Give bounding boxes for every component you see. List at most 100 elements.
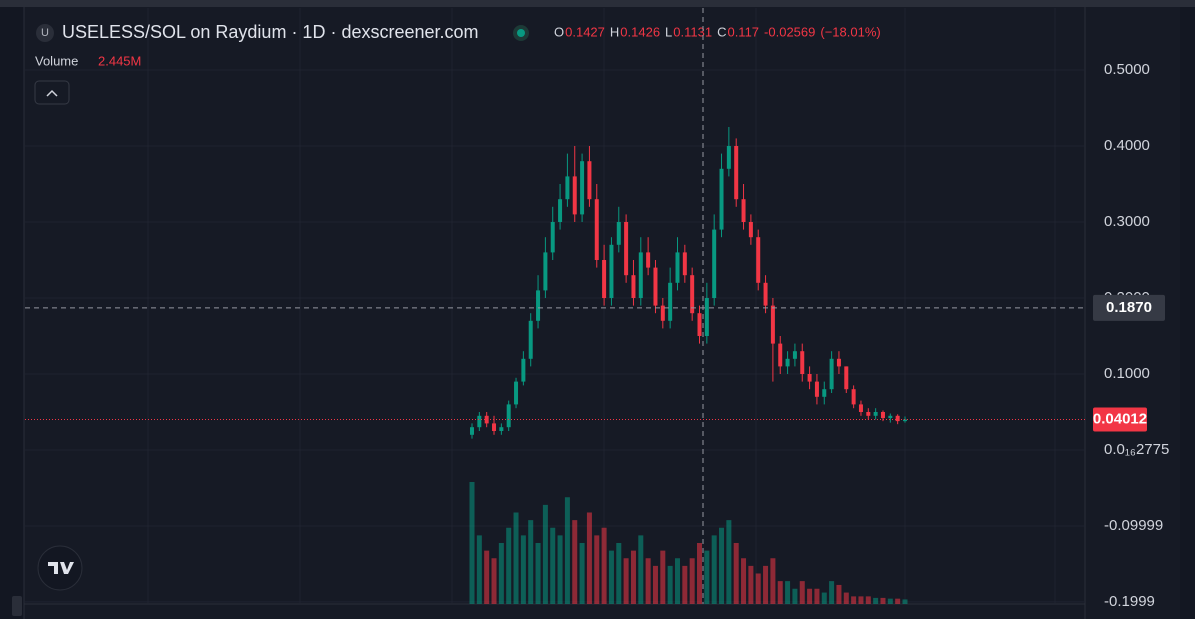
candle-body — [521, 358, 526, 382]
volume-bar — [638, 535, 644, 604]
candle-body — [646, 252, 651, 268]
volume-bar — [528, 520, 534, 604]
collapse-button[interactable] — [34, 80, 70, 105]
candle-body — [888, 415, 893, 419]
candle-body — [580, 161, 585, 215]
volume-bar — [469, 482, 475, 604]
volume-bar — [594, 535, 600, 604]
chart-title: USELESS/SOL on Raydium · 1D · dexscreene… — [62, 22, 479, 42]
candle-body — [565, 176, 570, 200]
volume-bar — [513, 512, 519, 604]
volume-bar — [719, 527, 725, 604]
left-toolbar — [0, 7, 24, 619]
volume-bar — [792, 588, 798, 604]
change-value: -0.02569 — [764, 24, 815, 39]
candle-body — [903, 419, 907, 422]
vertical-grid — [147, 8, 1056, 604]
volume-bar — [542, 504, 548, 604]
volume-bar — [711, 535, 717, 604]
volume-bar — [704, 550, 710, 604]
candle-body — [616, 222, 621, 245]
y-tick-label: -0.09999 — [1104, 517, 1163, 534]
volume-bar — [829, 581, 835, 604]
y-tick-label: -0.1999 — [1104, 593, 1155, 610]
candle-body — [866, 412, 871, 416]
volume-bar — [674, 558, 680, 604]
volume-bar — [476, 535, 482, 604]
volume-bar — [887, 598, 893, 604]
ohlc-key: L — [665, 24, 672, 39]
candle-body — [506, 404, 511, 428]
y-tick-label: 0.0₁₆2775 — [1104, 441, 1169, 458]
volume-bar — [770, 558, 776, 604]
right-edge — [1180, 7, 1195, 619]
volume-bar — [807, 588, 813, 604]
volume-bar — [616, 543, 622, 604]
volume-bar — [785, 581, 791, 604]
volume-bar — [733, 543, 739, 604]
candle-body — [484, 415, 489, 424]
candle-body — [675, 252, 680, 283]
candle-body — [653, 267, 658, 306]
volume-bar — [667, 565, 673, 604]
volume-bar — [660, 550, 666, 604]
candle-body — [704, 298, 709, 336]
candle-body — [741, 199, 746, 222]
volume-bar — [608, 550, 614, 604]
symbol-icon-letter: U — [41, 27, 49, 39]
candle-body — [624, 222, 629, 276]
volume-bar — [630, 550, 636, 604]
candle-body — [807, 374, 812, 382]
candle-body — [594, 199, 599, 260]
side-toggle[interactable] — [12, 596, 22, 616]
candle-body — [477, 415, 482, 428]
volume-bar — [814, 588, 820, 604]
candle-body — [499, 427, 504, 431]
symbol-icon — [36, 24, 54, 42]
y-tick-label: 0.5000 — [1104, 61, 1150, 78]
candle-body — [668, 282, 673, 321]
candle-body — [536, 290, 541, 321]
ohlc-key: O — [554, 24, 564, 39]
volume-bar — [689, 558, 695, 604]
candle-body — [558, 199, 563, 222]
volume-bar — [895, 598, 901, 604]
y-tick-label: 0.3000 — [1104, 213, 1150, 230]
candle-body — [792, 351, 797, 359]
change-percent: (−18.01%) — [820, 24, 880, 39]
candle-body — [660, 305, 665, 321]
candle-body — [800, 351, 805, 374]
volume-bar — [865, 596, 871, 604]
candle-body — [602, 260, 607, 298]
ohlc-value: 0.1427 — [565, 24, 605, 39]
volume-bar — [741, 558, 747, 604]
last-price-label: 0.04012 — [1093, 410, 1147, 427]
candle-body — [734, 146, 739, 200]
volume-bar — [550, 527, 556, 604]
volume-bar — [601, 527, 607, 604]
candle-body — [712, 229, 717, 298]
collapse-icon — [46, 89, 58, 97]
last-price-badge — [1093, 407, 1147, 432]
volume-value: 2.445M — [98, 53, 141, 68]
y-tick-label: 0.1000 — [1104, 365, 1150, 382]
candle-body — [858, 404, 863, 412]
candle-body — [726, 146, 731, 169]
candle-body — [631, 275, 636, 298]
volume-bar — [858, 596, 864, 604]
volume-bar — [851, 596, 857, 604]
ohlc-value: 0.1426 — [620, 24, 660, 39]
volume-bar — [572, 520, 578, 604]
ohlc-legend: O 0.1427 H 0.1426 L 0.1131 C 0.117 -0.02569 (−18.… — [554, 24, 881, 39]
volume-bar — [799, 581, 805, 604]
logo-badge[interactable] — [37, 545, 83, 591]
volume-bar — [873, 597, 879, 604]
candle-body — [609, 244, 614, 298]
candle-body — [638, 252, 643, 298]
volume-bar — [902, 599, 908, 604]
candle-body — [895, 415, 900, 422]
candle-body — [778, 343, 783, 367]
candle-body — [748, 222, 753, 238]
volume-bar — [520, 535, 526, 604]
ohlc-value: 0.117 — [727, 24, 759, 39]
